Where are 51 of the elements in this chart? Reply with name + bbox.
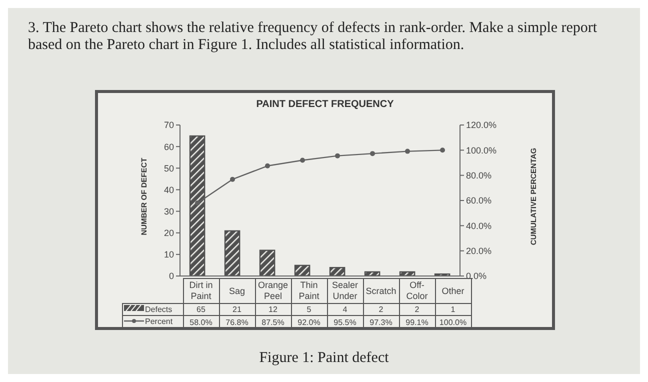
y2-tick-label: 20.0% — [466, 246, 492, 256]
y-tick-label: 60 — [164, 142, 174, 152]
y-tick-label: 30 — [164, 206, 174, 216]
data-label: 2 — [363, 304, 399, 316]
y-tick-label: 70 — [164, 120, 174, 130]
data-label: 76.8% — [219, 316, 255, 328]
point — [405, 148, 410, 154]
point — [370, 151, 375, 156]
x-tick-label: Dirt in Paint — [183, 278, 219, 304]
data-label: 97.3% — [363, 316, 399, 328]
x-tick-label: Sealer Under — [327, 278, 363, 304]
y2-tick-label: 100.0% — [466, 145, 497, 156]
x-tick-label: Sag — [219, 278, 255, 304]
x-tick-label: Off-Color — [399, 278, 435, 304]
text: 3. The Pareto chart shows the relative frequency of defects in rank-order. Make a simple report based on the Pareto chart in Figure 1. Includes all statistical information. — [28, 20, 598, 54]
data-label: 65 — [183, 304, 219, 316]
point — [230, 176, 235, 182]
x-tick-label: Thin Paint — [291, 278, 327, 304]
point — [440, 148, 445, 153]
data-label: 21 — [219, 304, 255, 316]
legend-label: Percent — [122, 316, 183, 328]
point — [335, 153, 340, 158]
legend-label: Defects — [122, 304, 183, 316]
x-tick-label: Orange Peel — [255, 278, 291, 304]
data-label: 2 — [399, 304, 435, 316]
x-tick-label: Other — [442, 286, 464, 296]
data-label: 100.0% — [435, 316, 471, 328]
data-label: 58.0% — [183, 316, 219, 328]
y-tick-label: 0 — [168, 271, 174, 282]
y-tick-label: 50 — [164, 163, 174, 174]
y-tick-label: 10 — [164, 250, 174, 260]
chart-title: PAINT DEFECT FREQUENCY — [255, 99, 395, 110]
y2-tick-label: 80.0% — [466, 170, 492, 181]
y2-tick-label: 60.0% — [466, 196, 492, 206]
caption: Figure 1: Paint defect — [258, 350, 390, 367]
y-tick-label: 20 — [164, 228, 174, 238]
y-tick-label: 40 — [164, 184, 174, 195]
y2-tick-label: 40.0% — [466, 220, 492, 231]
data-label: 87.5% — [255, 316, 291, 328]
point — [195, 200, 200, 206]
data-label: 5 — [291, 304, 327, 316]
point — [265, 163, 270, 168]
data-label: 99.1% — [399, 316, 435, 328]
data-label: 4 — [327, 304, 363, 316]
y2-tick-label: 120.0% — [466, 120, 497, 130]
data-label: 95.5% — [327, 316, 363, 328]
point — [300, 158, 305, 163]
data-label: 12 — [255, 304, 291, 316]
data-label: 1 — [435, 304, 471, 316]
x-tick-label: Scratch — [363, 278, 399, 304]
data-label: 92.0% — [291, 316, 327, 328]
